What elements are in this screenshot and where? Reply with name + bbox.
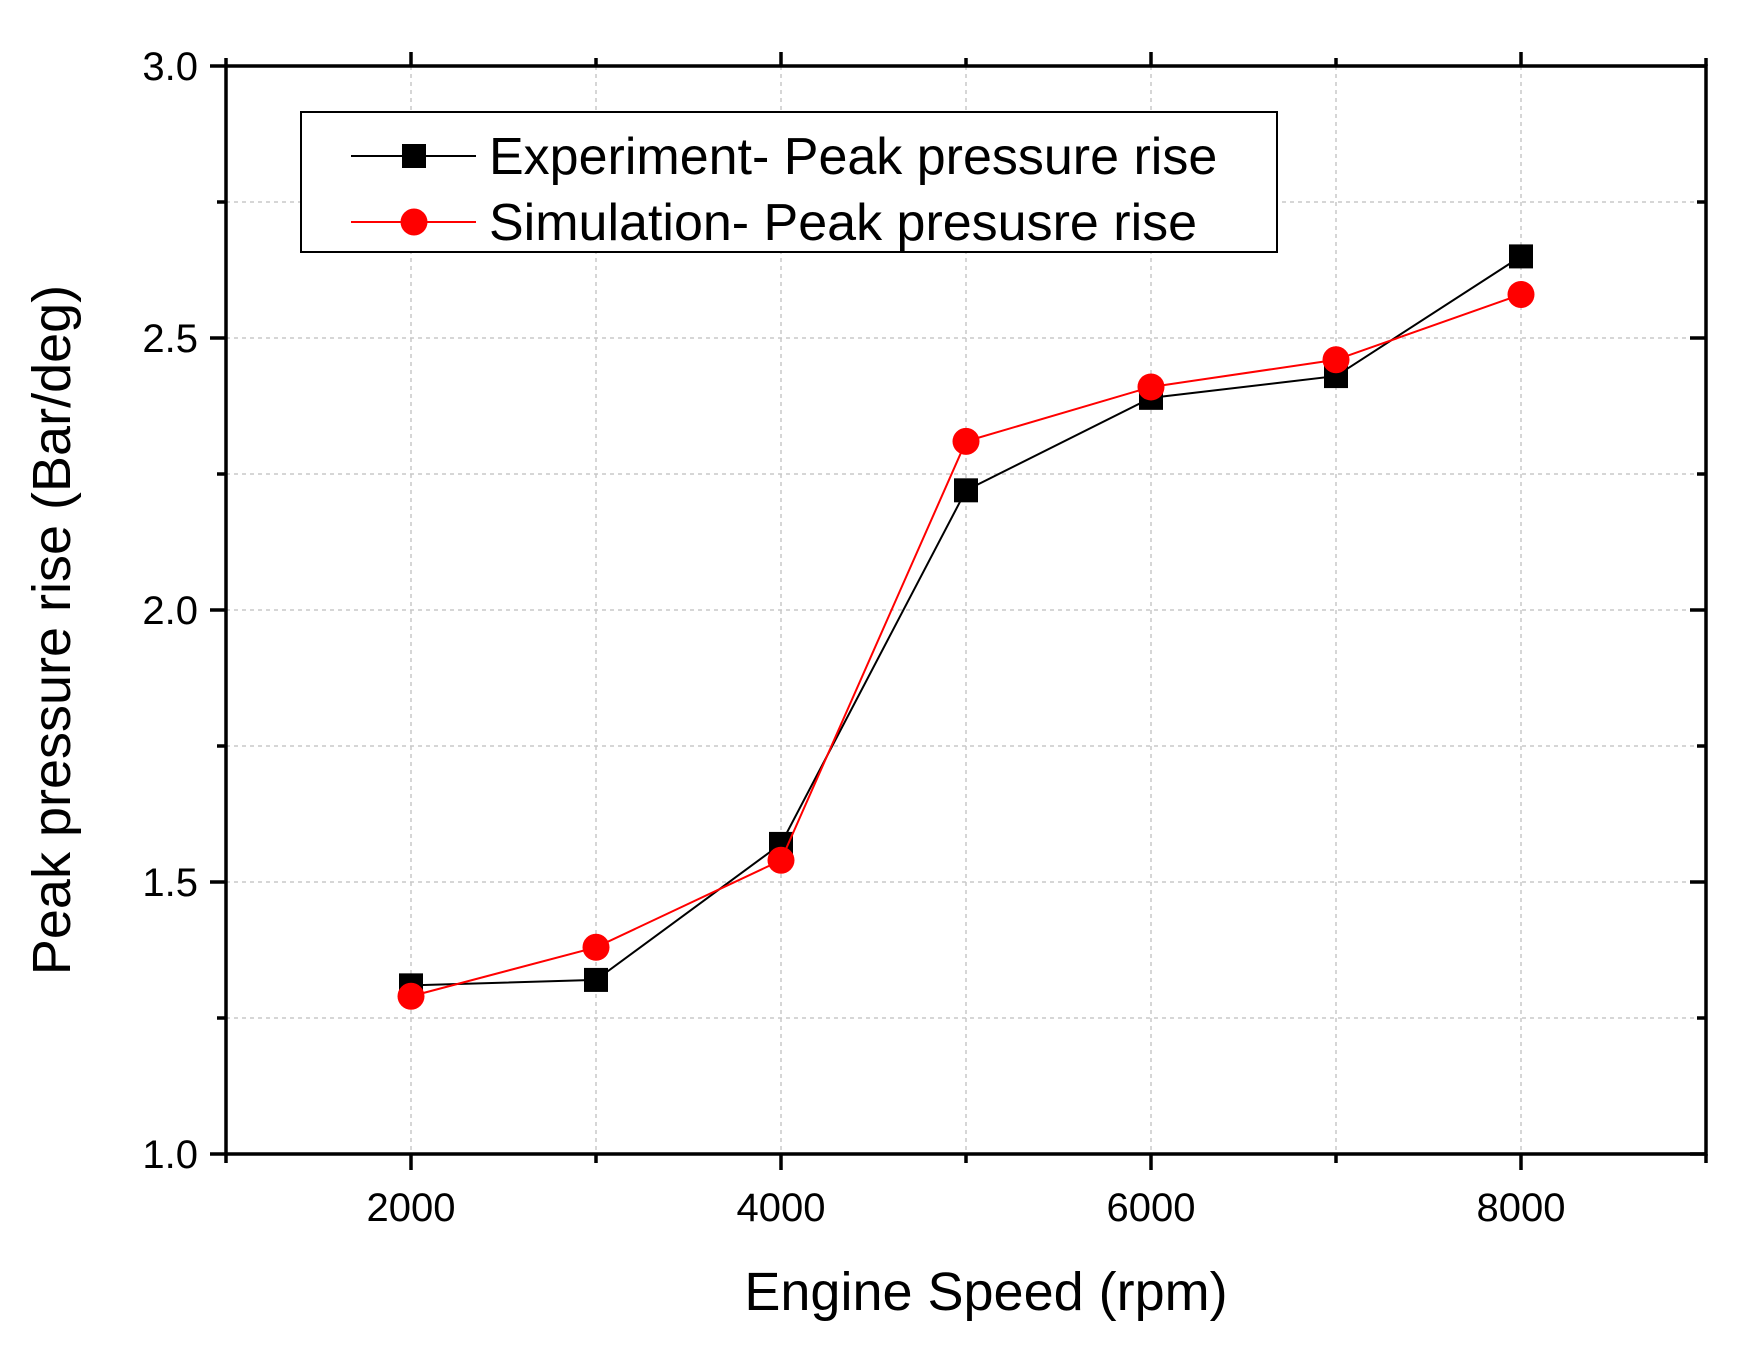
data-point-circle [582, 933, 610, 961]
y-tick-label: 2.0 [142, 589, 198, 633]
legend-label: Simulation- Peak presusre rise [489, 194, 1197, 252]
data-point-circle [767, 846, 795, 874]
data-point-square [1509, 244, 1533, 269]
x-tick-label: 4000 [737, 1186, 826, 1230]
y-axis-title: Peak pressure rise (Bar/deg) [22, 285, 82, 975]
x-tick-label: 2000 [367, 1186, 456, 1230]
series-simulation [397, 280, 1535, 1010]
data-point-circle [397, 982, 425, 1010]
x-tick-label: 6000 [1107, 1186, 1196, 1230]
grid-lines [226, 66, 1706, 1154]
axes: 2000 4000 6000 8000 1.0 1.5 2.0 2.5 3.0 [142, 45, 1708, 1230]
legend-marker-circle [400, 208, 428, 236]
y-tick-label: 2.5 [142, 317, 198, 361]
y-tick-label: 3.0 [142, 45, 198, 89]
data-point-square [584, 967, 608, 992]
data-point-circle [952, 427, 980, 455]
legend-label: Experiment- Peak pressure rise [489, 128, 1217, 186]
data-series [397, 244, 1535, 1010]
legend: Experiment- Peak pressure rise Simulation… [300, 111, 1278, 253]
legend-box [300, 111, 1278, 253]
legend-marker-square [402, 144, 426, 168]
data-point-circle [1507, 280, 1535, 308]
y-tick-label: 1.5 [142, 861, 198, 905]
x-axis-title: Engine Speed (rpm) [744, 1262, 1227, 1322]
y-tick-label: 1.0 [142, 1133, 198, 1177]
data-point-circle [1322, 346, 1350, 374]
x-tick-label: 8000 [1477, 1186, 1566, 1230]
data-point-square [954, 478, 978, 503]
data-point-circle [1137, 373, 1165, 401]
